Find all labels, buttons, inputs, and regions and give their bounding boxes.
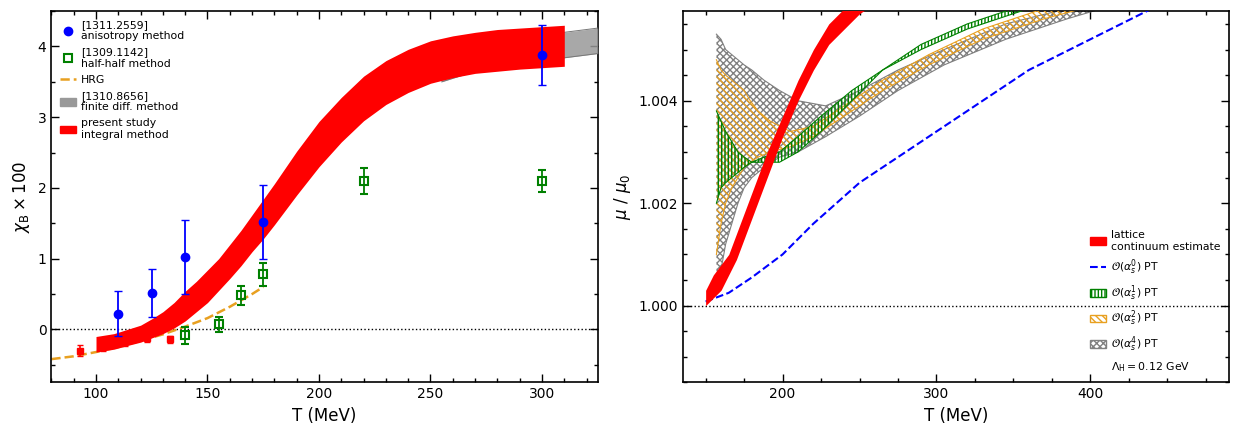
Legend: [1311.2559]
anisotropy method, [1309.1142]
half-half method, HRG, [1310.8656]
fi: [1311.2559] anisotropy method, [1309.114… bbox=[57, 17, 187, 143]
Y-axis label: $\chi_{\rm B} \times 100$: $\chi_{\rm B} \times 100$ bbox=[11, 161, 32, 233]
X-axis label: T (MeV): T (MeV) bbox=[924, 407, 988, 425]
X-axis label: T (MeV): T (MeV) bbox=[293, 407, 357, 425]
Legend: lattice
continuum estimate, $\mathcal{O}(\alpha_s^0)$ PT, $\mathcal{O}(\alpha_s^: lattice continuum estimate, $\mathcal{O}… bbox=[1087, 227, 1224, 377]
Y-axis label: $\mu \ / \ \mu_0$: $\mu \ / \ \mu_0$ bbox=[611, 174, 632, 220]
